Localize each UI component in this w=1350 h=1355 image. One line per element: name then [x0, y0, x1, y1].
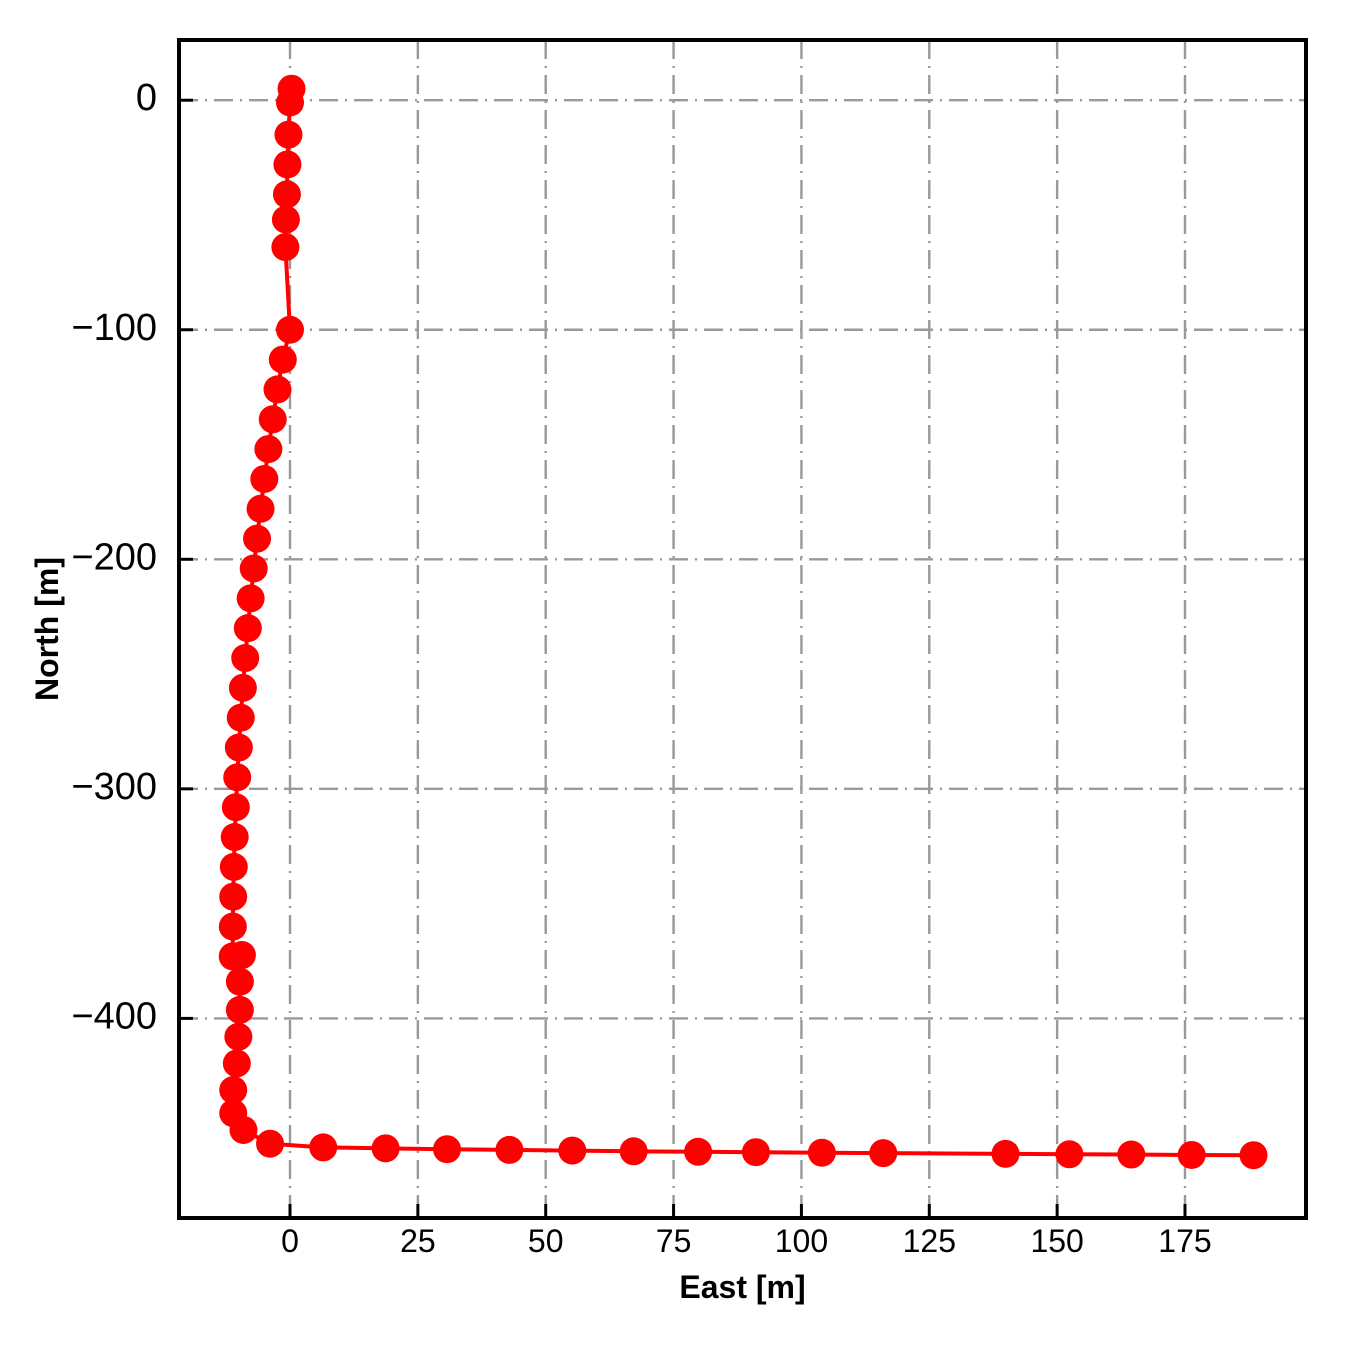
svg-text:25: 25 [400, 1223, 436, 1259]
svg-text:North [m]: North [m] [29, 557, 65, 701]
svg-text:−300: −300 [71, 766, 157, 808]
svg-text:50: 50 [528, 1223, 564, 1259]
svg-text:0: 0 [136, 77, 157, 119]
svg-text:East [m]: East [m] [679, 1269, 805, 1305]
svg-text:75: 75 [656, 1223, 692, 1259]
svg-text:175: 175 [1158, 1223, 1211, 1259]
svg-text:−200: −200 [71, 536, 157, 578]
svg-text:−400: −400 [71, 995, 157, 1037]
svg-text:−100: −100 [71, 307, 157, 349]
svg-text:0: 0 [281, 1223, 299, 1259]
svg-text:150: 150 [1030, 1223, 1083, 1259]
svg-text:100: 100 [775, 1223, 828, 1259]
svg-text:125: 125 [903, 1223, 956, 1259]
